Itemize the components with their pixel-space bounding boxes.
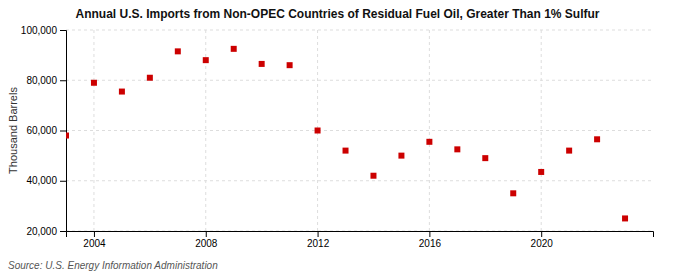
point — [315, 128, 321, 134]
point — [343, 148, 349, 154]
point — [566, 148, 572, 154]
tick-label: 2020 — [531, 238, 554, 249]
point — [175, 48, 181, 54]
tick-label: 40,000 — [26, 175, 57, 186]
point — [91, 80, 97, 86]
point — [622, 215, 628, 221]
tick-label: 100,000 — [21, 25, 58, 36]
tick-mark — [60, 80, 66, 81]
point — [370, 173, 376, 179]
tick-label: 60,000 — [26, 125, 57, 136]
title: Annual U.S. Imports from Non-OPEC Countr… — [75, 7, 599, 21]
tick-mark — [60, 131, 66, 132]
point — [510, 190, 516, 196]
tick-mark — [60, 231, 66, 232]
point — [231, 46, 237, 52]
plot-area: 2004 2008 2012 2016 2020 20,000 40,000 60,000 80… — [21, 25, 654, 249]
grid-line — [429, 30, 430, 231]
grid-line — [66, 80, 653, 81]
point — [482, 155, 488, 161]
tick-mark — [60, 181, 66, 182]
x-axis: 2004 2008 2012 2016 2020 — [67, 231, 654, 249]
tick: 20,000 — [26, 226, 66, 237]
tick: 2012 — [307, 231, 330, 249]
tick: 2008 — [195, 231, 218, 249]
y-axis-title: Thousand Barrels — [7, 87, 19, 174]
point — [203, 57, 209, 63]
grid-line — [66, 30, 653, 31]
grid-line — [66, 130, 653, 131]
tick-mark — [206, 231, 207, 237]
point — [594, 136, 600, 142]
tick: 2004 — [83, 231, 106, 249]
point — [259, 61, 265, 67]
tick-mark — [94, 231, 95, 237]
source: Source: U.S. Energy Information Administ… — [8, 260, 218, 271]
tick-mark — [429, 231, 430, 237]
tick-label: 2016 — [419, 238, 442, 249]
axis-line — [60, 31, 67, 232]
point — [287, 62, 293, 68]
point — [454, 146, 460, 152]
tick: 80,000 — [26, 75, 66, 86]
tick-mark — [541, 231, 542, 237]
tick-label: 2012 — [307, 238, 330, 249]
tick: 60,000 — [26, 125, 66, 136]
tick-label: 80,000 — [26, 75, 57, 86]
grid-line — [66, 180, 653, 181]
point — [119, 89, 125, 95]
tick-mark — [60, 30, 66, 31]
tick-label: 2004 — [83, 238, 106, 249]
grid-line — [93, 30, 94, 231]
chart: 2004 2008 2012 2016 2020 20,000 40,000 60,000 80… — [0, 0, 675, 275]
tick-label: 20,000 — [26, 226, 57, 237]
point — [426, 139, 432, 145]
tick-mark — [318, 231, 319, 237]
tick: 40,000 — [26, 175, 66, 186]
tick-label: 2008 — [195, 238, 218, 249]
point — [398, 153, 404, 159]
grid — [66, 30, 653, 231]
tick: 2016 — [419, 231, 442, 249]
point — [538, 169, 544, 175]
tick: 100,000 — [21, 25, 66, 36]
y-axis: 20,000 40,000 60,000 80,000 100,000 — [21, 25, 67, 237]
points — [66, 46, 628, 222]
axis-line — [67, 232, 654, 238]
tick: 2020 — [531, 231, 554, 249]
point — [147, 75, 153, 81]
point — [66, 133, 69, 139]
